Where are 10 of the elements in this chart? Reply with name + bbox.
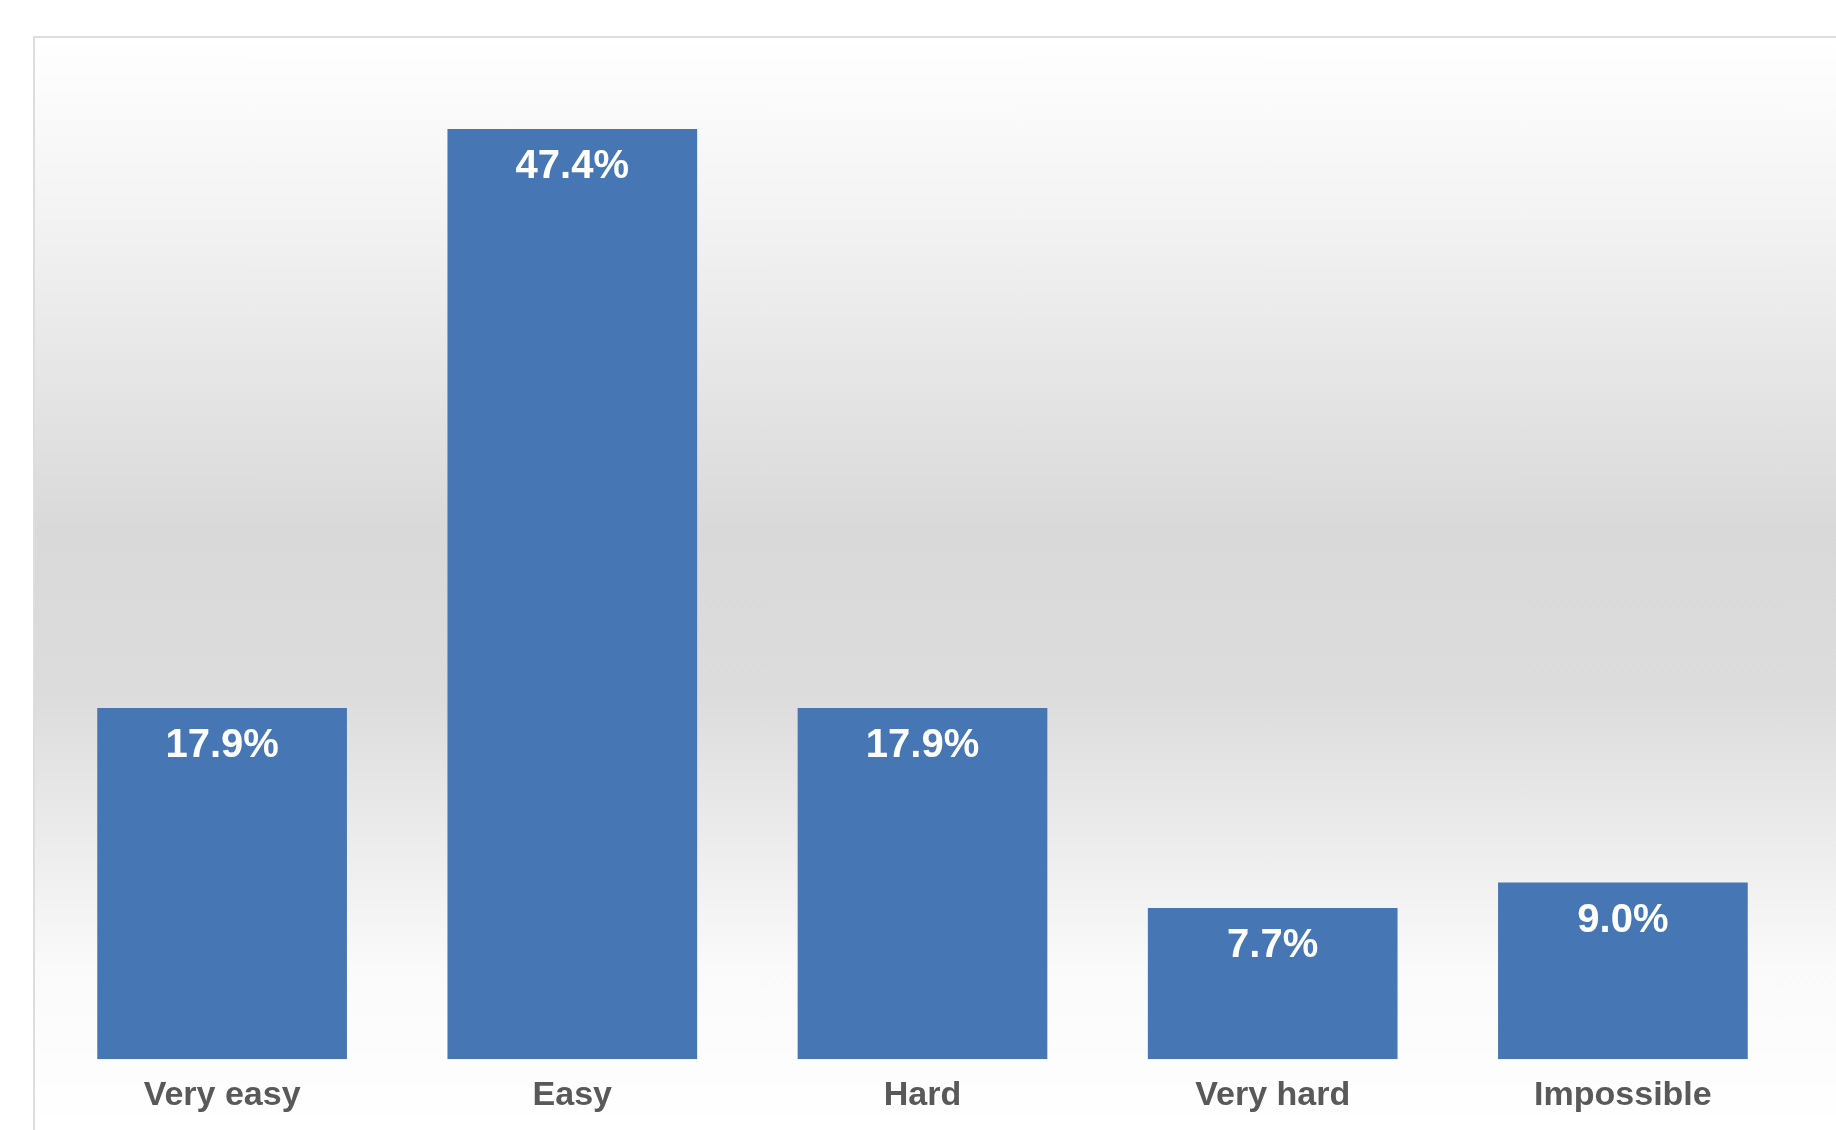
x-tick-label: Easy [532, 1073, 613, 1112]
data-label: 7.7% [1227, 921, 1319, 966]
x-tick-label: Hard [883, 1073, 962, 1112]
x-tick-label: Very hard [1195, 1073, 1351, 1112]
data-label: 17.9% [165, 720, 279, 765]
data-label: 47.4% [515, 142, 630, 187]
x-tick-label: Impossible [1534, 1073, 1712, 1112]
data-label: 17.9% [865, 720, 980, 765]
data-label: 9.0% [1577, 895, 1669, 940]
x-tick-label: Very easy [143, 1073, 301, 1112]
